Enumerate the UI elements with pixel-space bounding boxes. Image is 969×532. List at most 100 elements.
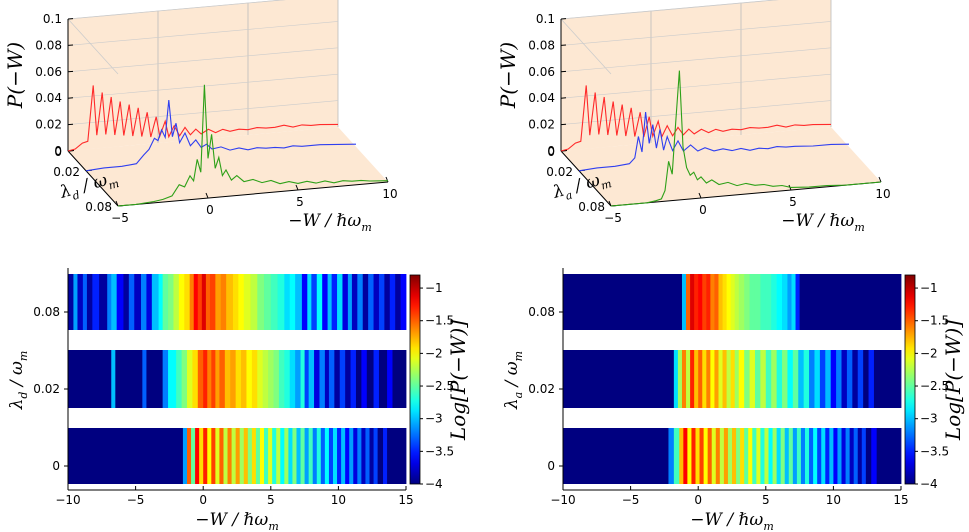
heatmap-cell (752, 428, 757, 484)
heatmap-cell (809, 428, 814, 484)
x-tick (295, 184, 299, 191)
heatmap-cell (686, 350, 691, 408)
heatmap-cell (702, 350, 707, 408)
gridline-z (67, 73, 339, 99)
heatmap-cell (825, 350, 832, 408)
axis-label-subscript: a (564, 188, 574, 202)
heatmap-cell (782, 274, 788, 330)
heatmap-cell (320, 428, 326, 484)
wall-edge (67, 0, 287, 20)
colorbar (904, 274, 916, 485)
heatmap-cell (276, 428, 281, 484)
heatmap-cell (365, 428, 370, 484)
heatmap-cell (694, 350, 699, 408)
heatmap-cell (238, 274, 245, 330)
heatmap-cell (341, 428, 346, 484)
heatmap-cell (734, 274, 740, 330)
heatmap-cell (677, 350, 683, 408)
z-tick-label: 0.02 (528, 118, 555, 132)
heatmap-cell (332, 428, 338, 484)
back-wall (68, 0, 338, 151)
heatmap-cell (791, 274, 796, 330)
heatmap-cell (760, 428, 765, 484)
heatmap-cell (107, 274, 112, 330)
colorbar-tick-label: −3.5 (920, 444, 949, 458)
y-axis (67, 150, 119, 207)
x-tick-label: 10 (382, 187, 397, 201)
y-tick-label: 0 (547, 145, 555, 159)
heatmap-cell (77, 274, 84, 330)
heatmap-cell (702, 274, 707, 330)
heatmap-cell (695, 428, 700, 484)
wall-edge (560, 0, 780, 20)
colorbar-tick-label: −1 (425, 281, 443, 295)
x-tick-label: −5 (111, 211, 129, 225)
series-line-green (610, 70, 882, 207)
waterfall-plot-top-right: 00.020.040.060.080.1−5051000.020.08P(−W)… (496, 0, 891, 234)
heatmap-cell (300, 350, 305, 408)
heatmap-cell (199, 428, 204, 484)
heatmap-cell (176, 350, 182, 408)
heatmap-cell (295, 274, 303, 330)
heatmap-cell (378, 350, 388, 408)
heatmap-cell (711, 428, 717, 484)
heatmap-cell (314, 350, 320, 408)
x-tick (878, 176, 882, 183)
heatmap-cell (760, 274, 767, 330)
heatmap-cell (353, 428, 358, 484)
heatmap-cell (257, 274, 265, 330)
heatmap-cell (308, 350, 315, 408)
axis-label-subscript: m (763, 520, 773, 532)
gridline-z (560, 47, 832, 73)
side-wall (68, 19, 118, 206)
colorbar-tick-label: −4 (920, 477, 938, 491)
heatmap-cell (73, 274, 78, 330)
heatmap-cell (727, 428, 733, 484)
heatmap-cell (368, 274, 374, 330)
heatmap-cell (819, 350, 826, 408)
floor-plane (68, 127, 388, 206)
heatmap-cell (723, 428, 729, 484)
heatmap-cell (813, 428, 818, 484)
colorbar-tick-label: −2 (920, 346, 938, 360)
heatmap-cell (345, 350, 351, 408)
heatmap-cell (350, 350, 357, 408)
colorbar-tick-label: −1.5 (920, 314, 949, 328)
heatmap-cell (718, 274, 723, 330)
heatmap-cell (203, 350, 208, 408)
heatmap-cell (722, 350, 727, 408)
heatmap-cell (328, 350, 335, 408)
heatmap-cell (366, 350, 374, 408)
heatmap-cell (262, 350, 269, 408)
heatmap-cell (195, 428, 200, 484)
heatmap-cell (857, 428, 863, 484)
axis-label-text: λ (502, 398, 522, 410)
heatmap-cell (328, 428, 334, 484)
heatmap-cell (754, 350, 761, 408)
heatmap-cell (301, 274, 308, 330)
heatmap-cell (681, 274, 687, 330)
heatmap-cell (289, 274, 296, 330)
axis-label: −W / ℏωm (781, 211, 865, 234)
heatmap-cell (744, 428, 749, 484)
heatmap-cell (268, 428, 273, 484)
heatmap-cell (288, 428, 293, 484)
gridline-z (67, 47, 339, 73)
heatmap-cell (235, 350, 242, 408)
gridline-z (560, 73, 832, 99)
heatmap-cell (295, 350, 301, 408)
heatmap-cell (327, 274, 333, 330)
heatmap-cell (205, 274, 211, 330)
colorbar-tick-label: −4 (425, 477, 443, 491)
heatmap-cell (191, 428, 196, 484)
heatmap-cell (690, 350, 695, 408)
heatmap-cell (852, 350, 859, 408)
heatmap-cell (771, 274, 778, 330)
heatmap-cell (246, 350, 253, 408)
z-tick-label: 0.06 (528, 65, 555, 79)
heatmap-cell (304, 428, 310, 484)
heatmap-cell (714, 274, 719, 330)
heatmap-cell (710, 350, 715, 408)
heatmap-cell (833, 428, 838, 484)
